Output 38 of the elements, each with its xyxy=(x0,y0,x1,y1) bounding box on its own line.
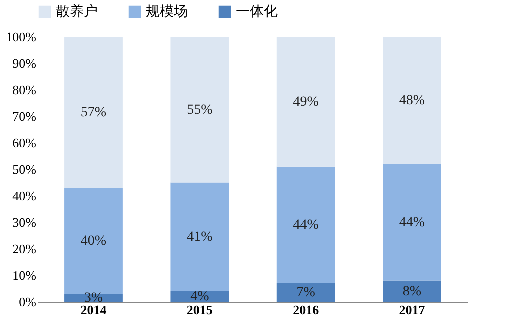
y-tick-label: 70% xyxy=(12,109,37,124)
data-label: 41% xyxy=(187,230,214,246)
y-tick-label: 0% xyxy=(19,294,37,310)
legend-label: 规模场 xyxy=(146,4,188,20)
data-label: 4% xyxy=(190,290,210,305)
bar xyxy=(383,280,442,302)
data-label: 57% xyxy=(80,106,107,121)
bar xyxy=(276,283,336,302)
data-label: 44% xyxy=(293,218,320,234)
y-tick-label: 90% xyxy=(12,56,37,71)
data-label: 55% xyxy=(187,102,214,118)
bar xyxy=(64,188,123,294)
y-tick-label: 100% xyxy=(6,30,37,44)
bar xyxy=(276,166,336,284)
x-tick-label: 2015 xyxy=(186,302,214,318)
legend-label: 散养户 xyxy=(56,4,98,20)
bar xyxy=(170,182,230,292)
x-tick-label: 2016 xyxy=(293,302,320,318)
y-tick-label: 50% xyxy=(12,162,37,177)
y-tick-label: 80% xyxy=(12,82,37,98)
bar xyxy=(64,37,123,188)
data-label: 48% xyxy=(399,94,426,109)
y-tick-label: 40% xyxy=(12,188,37,204)
data-label: 7% xyxy=(296,286,316,301)
data-label: 8% xyxy=(402,284,422,300)
data-label: 40% xyxy=(80,234,107,250)
bar xyxy=(276,37,336,167)
bar xyxy=(383,37,442,164)
y-tick-label: 30% xyxy=(12,215,37,230)
data-label: 44% xyxy=(399,216,426,230)
bar xyxy=(383,164,442,281)
x-tick-label: 2017 xyxy=(399,302,426,318)
data-label: 49% xyxy=(293,94,320,110)
bar xyxy=(170,37,230,183)
legend-label: 一体化 xyxy=(236,4,278,20)
y-tick-label: 60% xyxy=(12,136,37,150)
y-tick-label: 10% xyxy=(12,268,37,283)
y-tick-label: 20% xyxy=(12,242,37,256)
